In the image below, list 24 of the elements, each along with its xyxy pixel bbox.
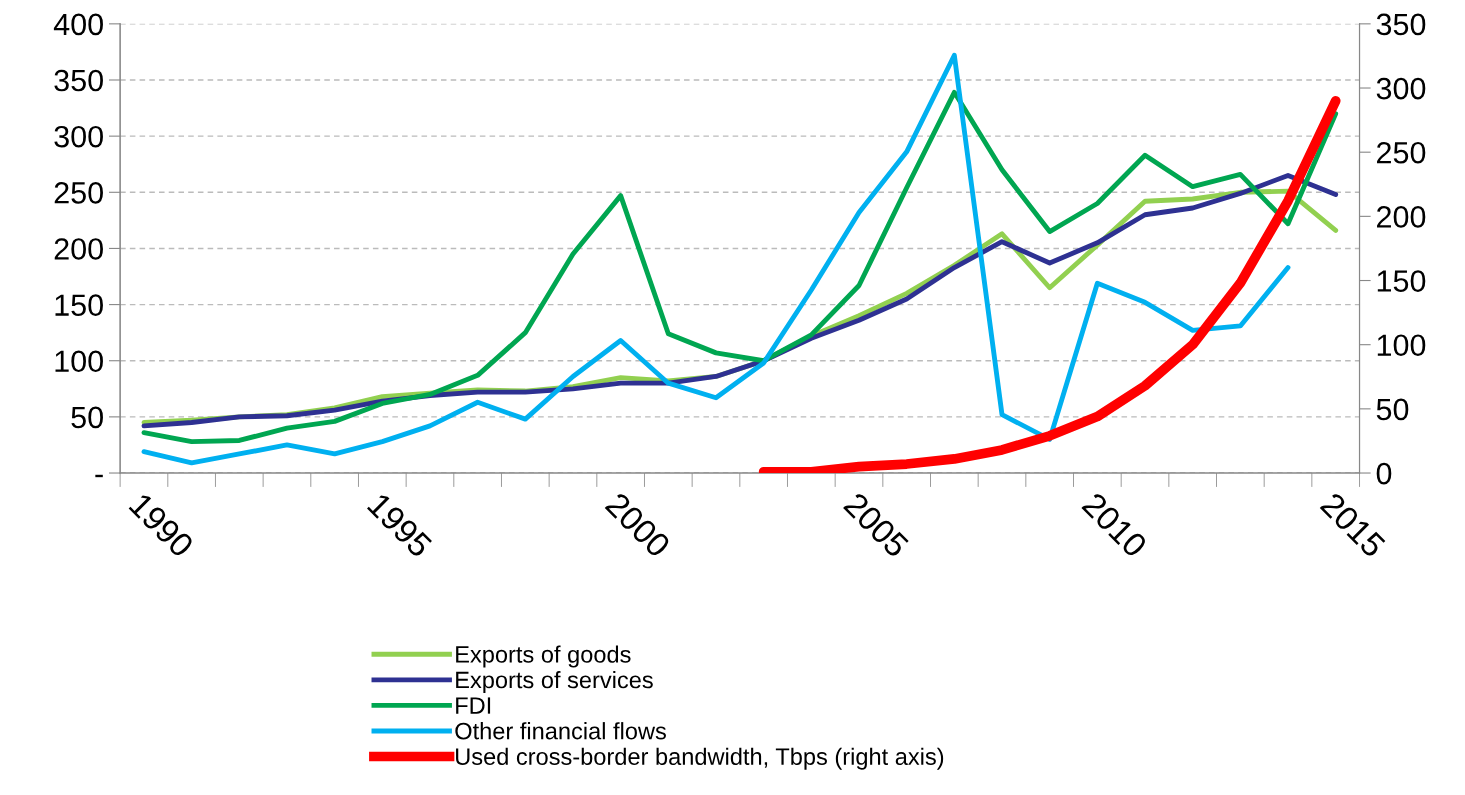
y-tick-label: - [95,474,103,478]
legend-label: Other financial flows [455,722,666,740]
line-series [141,89,1339,445]
y-tick-label: 200 [54,238,103,260]
y2-tick-label: 150 [1377,270,1426,292]
y-tick-label: 400 [53,13,103,36]
y-tick-label: 150 [55,294,103,316]
y2-tick-label: 100 [1377,334,1426,357]
y2-tick-label: 350 [1376,13,1426,36]
y2-tick-label: 200 [1377,206,1426,228]
y-tick-label: 100 [55,350,103,373]
legend-label: Exports of services [456,671,653,694]
y-tick-label: 250 [54,182,103,204]
y-tick-label: 300 [54,125,103,148]
y2-tick-label: 300 [1376,77,1426,100]
y2-tick-label: 50 [1376,398,1409,421]
y-tick-label: 350 [54,69,103,92]
legend-label: Used cross-border bandwidth, Tbps (right axis) [456,747,944,770]
y2-tick-label: 250 [1377,141,1426,164]
y-tick-label: 50 [71,406,103,429]
legend-label: FDI [456,697,491,714]
legend-label: Exports of goods [456,645,631,668]
y2-tick-label: 0 [1376,462,1392,485]
line-series [141,52,1291,466]
